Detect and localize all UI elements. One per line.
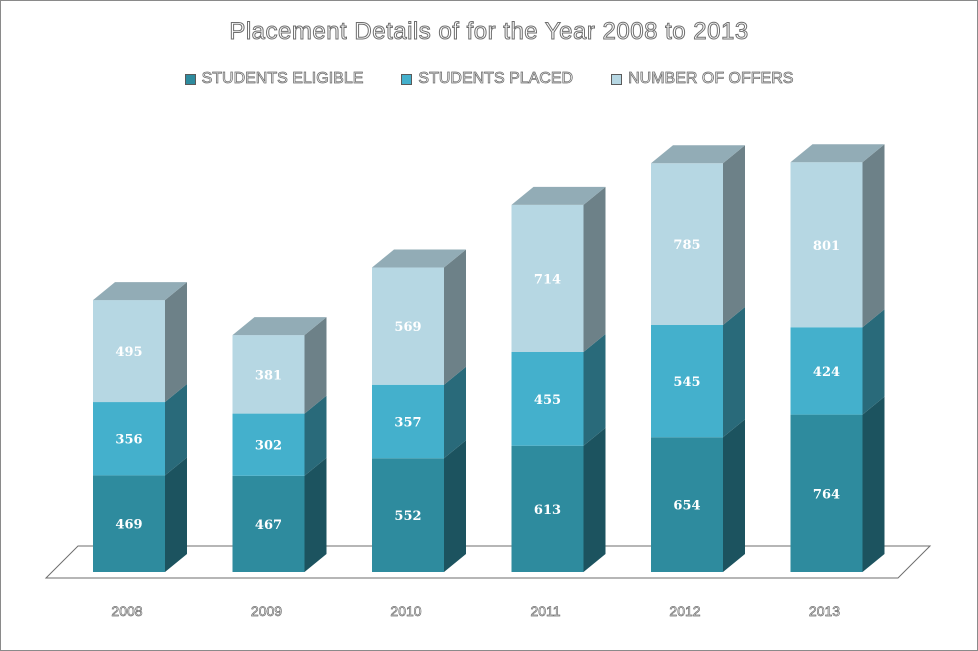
data-label-2011-0: 613 xyxy=(534,503,561,518)
x-tick-label-2009: 2009 xyxy=(251,603,282,619)
bar-side-2008-1 xyxy=(165,384,187,476)
legend-swatch-offers xyxy=(611,73,623,85)
data-label-2013-2: 801 xyxy=(813,239,840,254)
legend-item-placed: STUDENTS PLACED xyxy=(401,70,573,88)
legend-label-offers: NUMBER OF OFFERS xyxy=(628,70,794,88)
bar-top-2009 xyxy=(232,317,327,336)
bar-2008-students-placed xyxy=(93,402,165,476)
bar-top-2008 xyxy=(93,282,187,301)
x-tick-label-2010: 2010 xyxy=(390,603,421,619)
data-label-2010-1: 357 xyxy=(394,416,421,431)
bar-side-2010-0 xyxy=(444,440,466,572)
legend-label-placed: STUDENTS PLACED xyxy=(418,70,574,88)
bar-top-2013 xyxy=(790,144,885,163)
data-label-2008-1: 356 xyxy=(115,433,142,448)
legend-label-eligible: STUDENTS ELIGIBLE xyxy=(201,70,364,88)
bar-2011-students-placed xyxy=(511,351,584,446)
legend-swatch-eligible xyxy=(184,73,196,85)
x-tick-label-2012: 2012 xyxy=(669,603,700,619)
data-label-2012-0: 654 xyxy=(673,499,700,514)
data-label-2013-0: 764 xyxy=(813,487,840,502)
bar-side-2008-0 xyxy=(165,457,187,572)
bar-2010-students-placed xyxy=(372,384,444,459)
bar-side-2010-1 xyxy=(444,366,466,459)
x-tick-label-2013: 2013 xyxy=(809,603,840,619)
bar-2013-number-of-offers xyxy=(790,162,863,328)
chart-title: Placement Details of for the Year 2008 t… xyxy=(229,18,749,46)
bar-2009-number-of-offers xyxy=(232,335,305,414)
data-label-2011-2: 714 xyxy=(534,272,561,287)
bar-2012-students-eligible xyxy=(651,437,723,572)
data-label-2008-0: 469 xyxy=(115,518,142,533)
bar-2012-number-of-offers xyxy=(651,163,723,326)
bar-2012-students-placed xyxy=(651,325,723,438)
legend-item-offers: NUMBER OF OFFERS xyxy=(611,70,794,88)
bar-side-2013-2 xyxy=(862,144,885,328)
bar-2010-students-eligible xyxy=(372,458,444,572)
bar-2013-students-eligible xyxy=(790,414,863,572)
bar-side-2012-2 xyxy=(723,145,745,326)
bar-side-2011-1 xyxy=(583,333,606,446)
data-label-2011-1: 455 xyxy=(534,393,561,408)
bar-top-2010 xyxy=(372,249,466,268)
chart-legend: STUDENTS ELIGIBLE STUDENTS PLACED NUMBER… xyxy=(0,70,978,88)
data-label-2010-2: 569 xyxy=(394,320,421,335)
bar-top-2012 xyxy=(651,145,745,164)
data-label-2012-1: 545 xyxy=(673,375,700,390)
bar-side-2013-0 xyxy=(862,396,885,572)
bar-2008-students-eligible xyxy=(93,475,165,572)
bar-2011-students-eligible xyxy=(511,445,584,572)
bar-side-2012-1 xyxy=(723,307,745,438)
data-label-2012-2: 785 xyxy=(673,238,700,253)
data-label-2009-1: 302 xyxy=(255,439,282,454)
legend-swatch-placed xyxy=(401,73,413,85)
bar-side-2008-2 xyxy=(165,282,187,403)
bar-2009-students-eligible xyxy=(232,475,305,572)
bar-2009-students-placed xyxy=(232,413,305,476)
bar-side-2011-2 xyxy=(583,186,606,352)
data-label-2013-1: 424 xyxy=(813,365,840,380)
x-tick-label-2011: 2011 xyxy=(530,603,560,619)
bar-side-2010-2 xyxy=(444,249,466,385)
bar-2010-number-of-offers xyxy=(372,267,444,385)
data-label-2009-0: 467 xyxy=(255,518,282,533)
bar-2013-students-placed xyxy=(790,327,863,415)
bar-side-2013-1 xyxy=(862,309,885,415)
data-label-2009-2: 381 xyxy=(255,368,282,383)
bar-side-2012-0 xyxy=(723,419,745,572)
x-tick-label-2008: 2008 xyxy=(111,603,142,619)
legend-item-eligible: STUDENTS ELIGIBLE xyxy=(184,70,364,88)
bar-side-2009-1 xyxy=(304,395,327,476)
data-label-2010-0: 552 xyxy=(394,509,421,524)
bar-2008-number-of-offers xyxy=(93,300,165,403)
data-label-2008-2: 495 xyxy=(115,345,142,360)
bar-side-2009-2 xyxy=(304,317,327,414)
bar-top-2011 xyxy=(511,186,606,205)
bar-2011-number-of-offers xyxy=(511,204,584,352)
bar-side-2011-0 xyxy=(583,427,606,572)
bar-side-2009-0 xyxy=(304,457,327,572)
